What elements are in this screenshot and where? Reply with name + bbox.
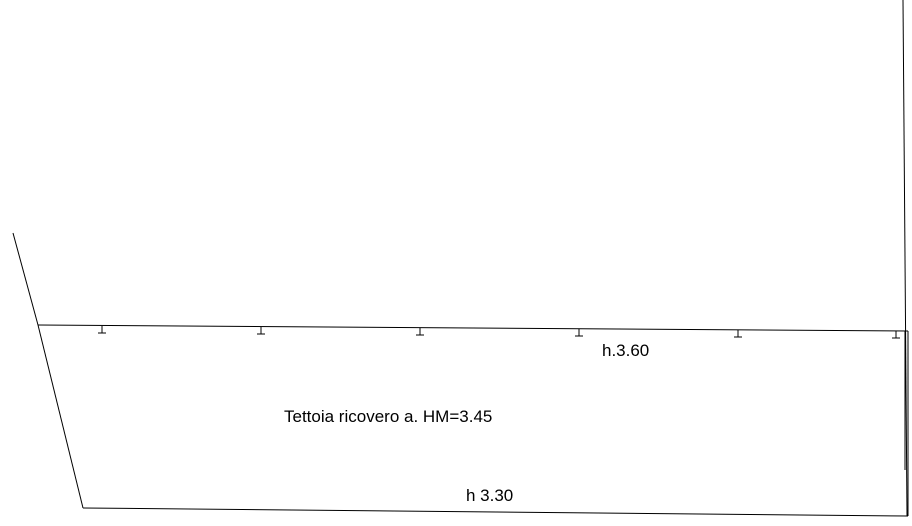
right-boundary xyxy=(902,0,908,517)
shelter-left-edge xyxy=(37,324,84,509)
shelter-top-edge xyxy=(37,324,909,332)
lower-height-label: h 3.30 xyxy=(466,486,513,505)
column-tick xyxy=(416,328,424,336)
column-tick xyxy=(98,326,106,334)
column-ticks xyxy=(98,326,900,339)
column-tick xyxy=(734,330,742,338)
left-boundary-upper xyxy=(12,232,39,326)
shelter-bottom-edge xyxy=(82,507,909,517)
column-tick xyxy=(892,331,900,339)
upper-height-label: h.3.60 xyxy=(602,341,649,360)
column-tick xyxy=(257,327,265,335)
shelter-title-label: Tettoia ricovero a. HM=3.45 xyxy=(284,407,492,426)
column-tick xyxy=(575,329,583,337)
